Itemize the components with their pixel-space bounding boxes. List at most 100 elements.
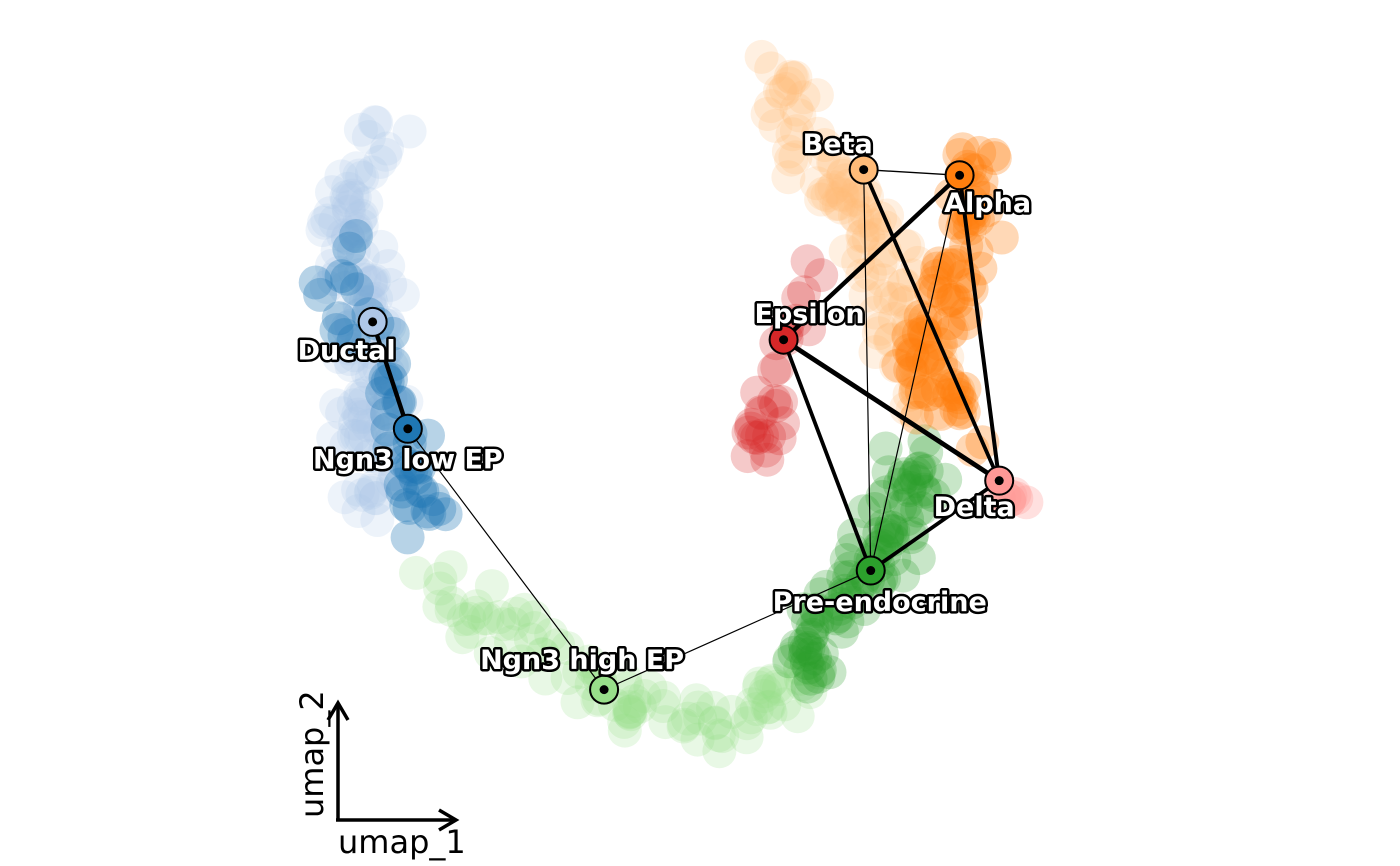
cell-point <box>332 342 367 376</box>
cell-point <box>867 233 902 268</box>
cell-point <box>766 406 800 441</box>
cell-point <box>321 255 356 290</box>
cell-point <box>679 683 714 718</box>
cell-point <box>470 601 505 636</box>
edge-beta-to-delta <box>861 167 1002 483</box>
cell-point <box>877 301 912 336</box>
cell-point <box>757 353 792 388</box>
cell-point <box>976 137 1011 172</box>
cell-point <box>734 407 769 442</box>
cell-point <box>434 593 469 628</box>
cell-point <box>812 655 847 690</box>
cell-point <box>804 636 839 671</box>
cell-point <box>341 472 376 507</box>
cell-point <box>617 684 652 719</box>
cell-point <box>349 376 383 411</box>
cell-point <box>410 494 445 529</box>
cell-point <box>780 629 814 664</box>
cell-point <box>773 59 808 94</box>
x-axis-label: umap_1 <box>338 823 466 861</box>
cell-point <box>934 315 968 350</box>
cell-point <box>892 333 927 368</box>
cell-point <box>765 76 800 111</box>
cell-point <box>891 304 926 339</box>
cell-point <box>792 312 827 347</box>
cell-point <box>754 89 788 124</box>
cell-point <box>331 171 366 206</box>
cell-point <box>934 282 969 317</box>
cell-point <box>516 600 551 635</box>
cell-point <box>874 322 909 357</box>
edge-ngn3-low-ep-to-ngn3-high-ep <box>407 428 605 691</box>
cell-point <box>879 349 914 384</box>
cell-point <box>936 281 971 316</box>
cell-point <box>782 98 817 133</box>
cell-point <box>359 105 394 140</box>
cell-point <box>507 592 542 627</box>
edge-pre-endocrine-to-epsilon <box>781 337 873 573</box>
cell-point <box>891 318 926 353</box>
cell-point <box>759 669 794 704</box>
cell-point <box>357 105 392 140</box>
cell-point <box>905 342 940 377</box>
cell-point <box>792 650 827 685</box>
cell-point <box>331 221 365 256</box>
cell-point <box>891 319 926 354</box>
cell-point <box>347 419 382 454</box>
cell-point <box>846 494 881 529</box>
cell-point <box>705 719 740 754</box>
cell-point <box>904 491 939 526</box>
cell-point <box>841 244 876 279</box>
cell-point <box>772 644 807 679</box>
cell-point <box>458 595 493 630</box>
cell-point <box>338 214 373 249</box>
cell-point <box>748 674 783 709</box>
cell-point <box>351 120 386 154</box>
cell-point <box>909 454 944 488</box>
cell-point <box>750 442 785 477</box>
cell-point <box>365 376 400 411</box>
cell-point <box>869 475 904 510</box>
cell-point <box>318 204 353 239</box>
cell-point <box>612 690 647 725</box>
cell-point <box>940 284 974 319</box>
cell-point <box>753 665 788 700</box>
cell-point <box>298 265 333 300</box>
cell-point <box>328 270 363 305</box>
cell-point <box>846 218 881 253</box>
cell-point <box>762 421 797 456</box>
cluster-ngn3-high-ep-points <box>399 550 836 769</box>
cell-point <box>825 178 860 213</box>
cell-point <box>888 487 923 522</box>
cell-point <box>330 310 365 345</box>
cell-point <box>742 666 777 701</box>
cell-point <box>334 348 369 383</box>
cell-point <box>739 692 774 726</box>
cell-point <box>892 473 927 508</box>
cell-point <box>1009 485 1044 520</box>
cell-point <box>757 383 792 418</box>
cell-point <box>345 477 380 512</box>
cell-point <box>772 641 807 676</box>
cell-point <box>800 605 835 639</box>
cell-point <box>392 449 427 484</box>
cell-point <box>541 628 576 662</box>
cell-point <box>890 502 925 537</box>
cell-point <box>753 695 788 730</box>
cell-point <box>818 601 853 636</box>
cell-point <box>346 385 381 420</box>
cell-point <box>445 620 480 655</box>
cell-point <box>907 424 942 459</box>
cell-point <box>866 241 901 276</box>
cell-point <box>977 141 1012 176</box>
y-axis-label: umap_2 <box>293 690 331 818</box>
cell-point <box>821 599 856 634</box>
cell-point <box>336 388 371 423</box>
cell-point <box>422 491 457 526</box>
node-alpha <box>944 160 975 191</box>
cell-point <box>394 452 429 487</box>
cell-point <box>313 196 348 231</box>
cell-point <box>830 604 865 639</box>
cell-point <box>783 651 818 685</box>
cell-point <box>901 317 936 352</box>
